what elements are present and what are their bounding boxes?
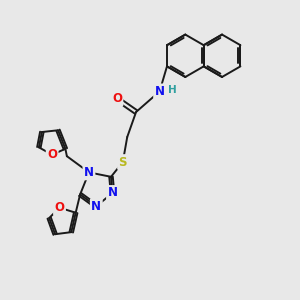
Text: O: O bbox=[47, 148, 57, 161]
Text: N: N bbox=[91, 200, 101, 213]
Text: O: O bbox=[112, 92, 122, 105]
Text: H: H bbox=[169, 85, 177, 95]
Text: N: N bbox=[154, 85, 165, 98]
Text: O: O bbox=[55, 201, 64, 214]
Text: N: N bbox=[84, 166, 94, 179]
Text: N: N bbox=[107, 187, 118, 200]
Text: S: S bbox=[118, 156, 127, 169]
